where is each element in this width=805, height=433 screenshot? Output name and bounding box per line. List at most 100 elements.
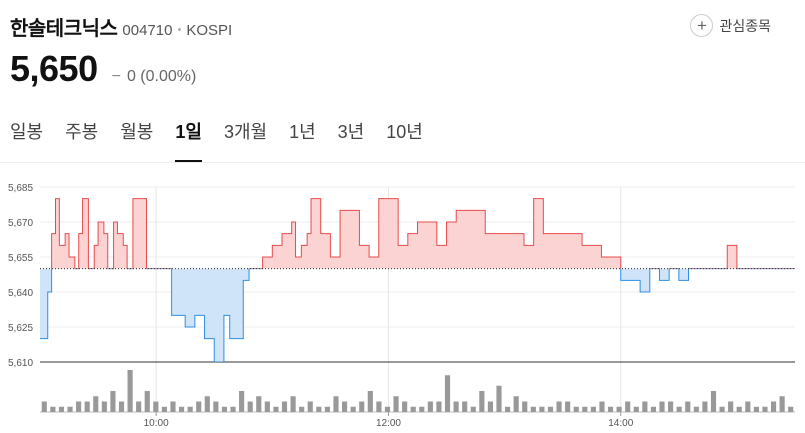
intraday-price-chart[interactable]: 5,685 5,670 5,655 5,640 5,625 5,610 10:00 12:00…: [0, 170, 805, 433]
tabs-divider: [0, 162, 805, 163]
volume-bar: [736, 406, 742, 412]
volume-bar: [299, 406, 305, 412]
volume-bar: [359, 401, 365, 412]
volume-bar: [487, 401, 493, 412]
up-area-fill: [51, 198, 737, 269]
volume-bar: [58, 406, 65, 412]
tab-1-day[interactable]: 1일: [175, 116, 202, 162]
volume-bar: [110, 391, 116, 412]
volume-bar: [659, 401, 665, 412]
y-tick-label: 5,625: [8, 323, 33, 334]
volume-bar: [539, 406, 545, 412]
tab-10-years[interactable]: 10년: [386, 122, 423, 142]
y-tick-label: 5,610: [8, 358, 33, 369]
volume-bar: [247, 401, 253, 412]
y-tick-label: 5,685: [8, 183, 33, 194]
volume-bar: [607, 406, 614, 412]
volume-bar: [419, 406, 425, 412]
volume-bar: [67, 406, 73, 412]
volume-bar: [136, 401, 142, 412]
volume-bar: [170, 401, 176, 412]
tab-3-months[interactable]: 3개월: [223, 122, 268, 142]
down-area-fill: [40, 268, 795, 362]
volume-bar: [719, 406, 725, 412]
y-tick-label: 5,670: [8, 218, 33, 229]
x-tick-label: 12:00: [376, 418, 401, 429]
volume-bar: [462, 401, 468, 412]
volume-bar: [41, 401, 47, 412]
add-watchlist-button[interactable]: + 관심종목: [690, 14, 771, 37]
tab-weekly[interactable]: 주봉: [65, 122, 99, 142]
change-percent: (0.00%): [140, 68, 197, 85]
volume-bar: [316, 406, 322, 412]
stock-header: 한솔테크닉스 004710 • KOSPI: [10, 12, 232, 40]
volume-bar: [779, 396, 785, 412]
volume-bar: [728, 401, 734, 412]
watchlist-label: 관심종목: [719, 17, 771, 34]
volume-bar: [513, 396, 519, 412]
volume-bar: [273, 406, 279, 412]
plus-icon: +: [690, 14, 714, 37]
price-row: 5,650 −0 (0.00%): [10, 48, 196, 90]
volume-bar: [642, 401, 648, 412]
volume-bar: [213, 401, 219, 412]
volume-bar: [196, 401, 202, 412]
volume-bar: [668, 401, 674, 412]
volume-bar: [84, 401, 90, 412]
volume-bar: [599, 401, 605, 412]
volume-bar: [402, 401, 408, 412]
y-tick-label: 5,640: [8, 288, 33, 299]
volume-bar: [350, 406, 356, 412]
volume-bar: [693, 406, 699, 412]
volume-bar: [444, 375, 451, 412]
volume-bar: [470, 406, 476, 412]
price-change: −0 (0.00%): [112, 68, 197, 86]
volume-bar: [178, 406, 185, 412]
tab-1-year[interactable]: 1년: [289, 122, 316, 142]
volume-bar: [505, 406, 511, 412]
volume-bar: [144, 391, 150, 412]
volume-bar: [762, 406, 768, 412]
volume-bar: [230, 406, 236, 412]
volume-bar: [530, 406, 536, 412]
volume-bar: [376, 401, 382, 412]
volume-bar: [161, 406, 167, 412]
volume-bar: [256, 396, 262, 412]
market-name: KOSPI: [186, 22, 233, 39]
current-price: 5,650: [10, 48, 98, 89]
volume-bar: [239, 391, 245, 412]
volume-bar: [307, 401, 313, 412]
volume-bar: [367, 391, 373, 412]
volume-bar: [93, 396, 99, 412]
volume-bar: [342, 401, 348, 412]
no-change-icon: −: [111, 68, 121, 85]
volume-bar: [384, 406, 391, 412]
price-line-down: [40, 268, 795, 362]
tab-daily[interactable]: 일봉: [10, 122, 44, 142]
volume-bar: [479, 391, 485, 412]
volume-bar: [264, 401, 270, 412]
tab-monthly[interactable]: 월봉: [120, 122, 154, 142]
volume-bar: [427, 401, 433, 412]
separator-dot: •: [177, 24, 182, 36]
volume-bar: [333, 396, 339, 412]
volume-bar: [710, 391, 717, 412]
volume-bar: [118, 401, 125, 412]
volume-bar: [153, 401, 159, 412]
volume-bar: [573, 406, 579, 412]
volume-bar: [204, 396, 210, 412]
volume-bar: [616, 406, 622, 412]
volume-bar: [221, 406, 228, 412]
volume-bar: [565, 401, 571, 412]
volume-bar: [702, 401, 708, 412]
volume-bar: [101, 401, 107, 412]
stock-name: 한솔테크닉스: [10, 18, 118, 40]
volume-bar: [685, 401, 691, 412]
volume-bar: [625, 401, 631, 412]
volume-bar: [547, 406, 554, 412]
volume-bar: [290, 396, 296, 412]
tab-3-years[interactable]: 3년: [337, 122, 365, 142]
price-line-up: [51, 198, 795, 269]
volume-bar: [324, 406, 330, 412]
volume-bar: [393, 396, 399, 412]
